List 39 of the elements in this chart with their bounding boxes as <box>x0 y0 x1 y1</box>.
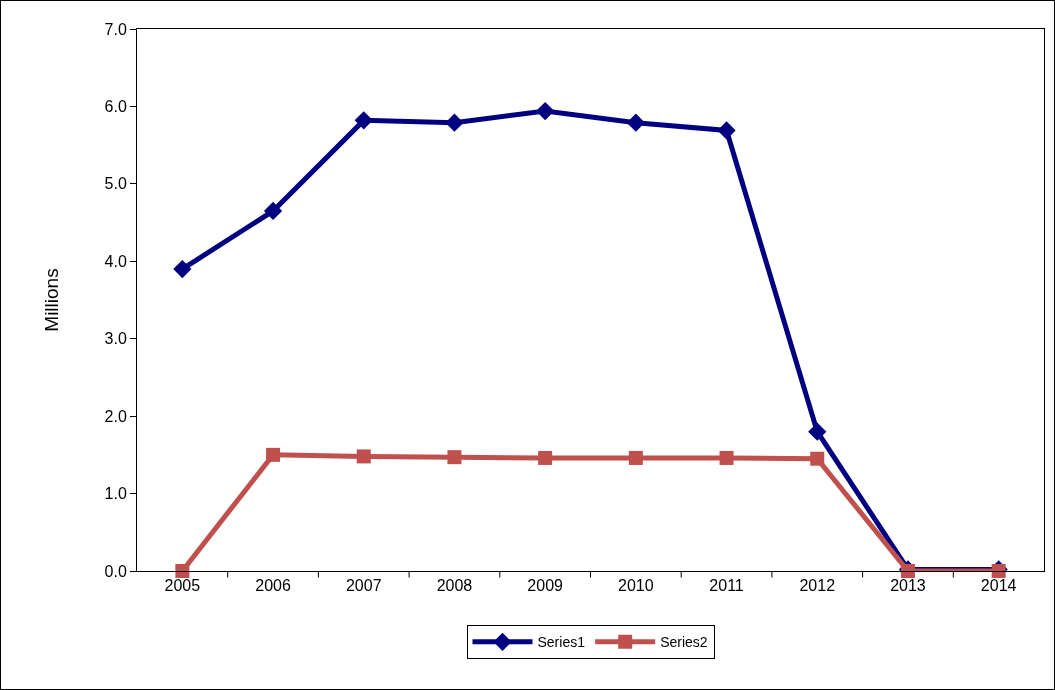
point <box>356 449 371 464</box>
point <box>626 113 645 132</box>
point <box>719 450 734 465</box>
x-tick-label: 2013 <box>890 577 926 595</box>
y-axis-title: Millions <box>41 268 63 332</box>
y-tick-label: 2.0 <box>104 407 127 425</box>
y-tick-label: 0.0 <box>104 562 127 580</box>
x-tick-label: 2007 <box>345 577 382 595</box>
y-tick-label: 1.0 <box>104 485 127 503</box>
point <box>447 450 462 465</box>
y-tick-label: 4.0 <box>104 252 127 270</box>
point <box>445 113 464 132</box>
x-tick-label: 2009 <box>527 577 564 595</box>
point <box>536 101 555 121</box>
legend-label: Series1 <box>537 634 586 651</box>
y-tick-label: 7.0 <box>104 20 127 38</box>
x-tick-label: 2006 <box>255 577 291 595</box>
point <box>354 111 373 130</box>
x-tick-label: 2005 <box>164 577 201 595</box>
x-tick-label: 2008 <box>436 577 473 595</box>
point <box>628 450 643 465</box>
x-tick-label: 2011 <box>709 577 744 595</box>
point <box>991 564 1006 578</box>
point <box>717 121 736 140</box>
point <box>175 564 190 578</box>
y-tick-label: 6.0 <box>104 98 127 116</box>
legend-label: Series2 <box>660 634 708 651</box>
y-tick-label: 5.0 <box>104 175 127 193</box>
point <box>173 259 192 279</box>
x-tick-label: 2012 <box>799 577 836 595</box>
x-tick-label: 2010 <box>618 577 654 595</box>
point <box>900 564 915 578</box>
point <box>538 450 553 465</box>
point <box>810 451 825 466</box>
point <box>263 201 283 221</box>
y-tick-label: 3.0 <box>104 330 127 348</box>
point <box>808 422 827 441</box>
x-tick-label: 2014 <box>980 577 1017 595</box>
point <box>266 447 281 462</box>
